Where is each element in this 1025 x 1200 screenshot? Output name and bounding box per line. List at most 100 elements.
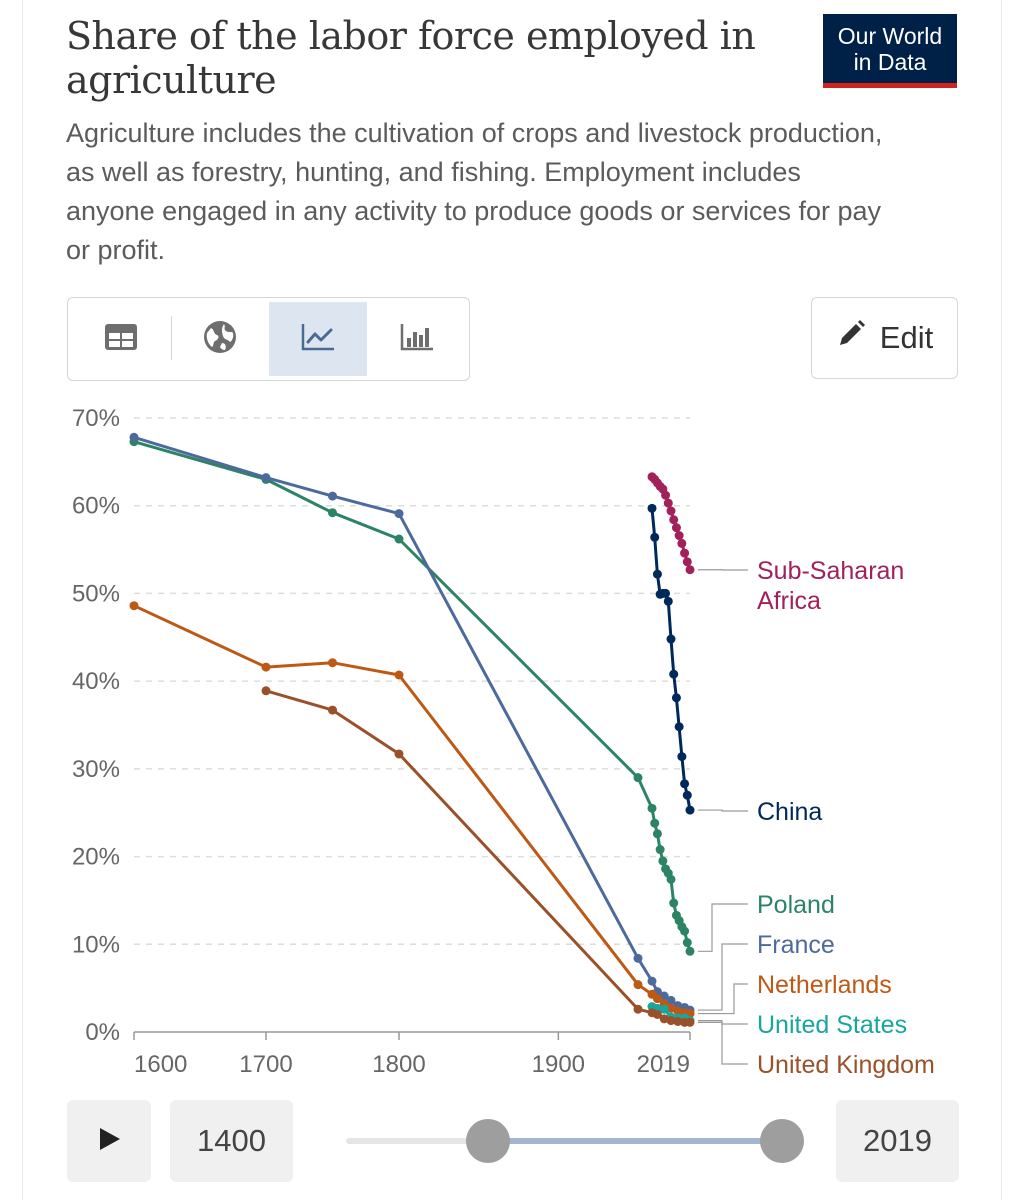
data-point [666, 634, 676, 644]
series-label: Poland [757, 891, 835, 919]
tab-bar-chart[interactable] [368, 302, 466, 376]
table-icon [104, 322, 138, 357]
data-point [669, 515, 679, 525]
data-point [685, 946, 695, 956]
data-point [633, 953, 643, 963]
data-point [328, 705, 337, 715]
data-point [663, 596, 673, 606]
end-year-box[interactable]: 2019 [836, 1100, 959, 1182]
tab-table[interactable] [72, 302, 170, 376]
data-point [677, 538, 687, 548]
x-tick-label: 2019 [637, 1051, 690, 1078]
data-point [659, 1004, 669, 1014]
data-point [685, 1017, 695, 1027]
x-tick-label: 1700 [239, 1051, 292, 1078]
data-point [673, 1016, 683, 1026]
edit-label: Edit [879, 320, 934, 355]
series-poland [129, 437, 695, 956]
data-point [685, 805, 695, 815]
chart-title: Share of the labor force employed in agr… [66, 14, 756, 102]
data-point [655, 845, 665, 855]
data-point [673, 1006, 683, 1016]
series-china [647, 503, 695, 815]
data-point [674, 531, 684, 541]
data-point [671, 693, 681, 703]
series-sub-saharan-africa [647, 472, 695, 575]
data-point [652, 829, 662, 839]
series-line [133, 435, 691, 1012]
play-button[interactable] [67, 1100, 151, 1182]
series-group [129, 432, 695, 1027]
x-tick-label: 1800 [372, 1051, 425, 1078]
data-point [394, 509, 404, 519]
x-axis: 1600 1700 1800 1900 2019 [133, 1031, 691, 1078]
data-point [650, 818, 660, 828]
data-point [129, 601, 139, 611]
data-point [328, 658, 337, 668]
x-tick-label: 1900 [532, 1051, 585, 1078]
start-year-box[interactable]: 1400 [170, 1100, 293, 1182]
series-line [133, 440, 692, 952]
y-tick-label: 70% [72, 405, 120, 432]
data-point [394, 749, 404, 759]
data-point [663, 498, 673, 508]
timeline-start-handle[interactable] [466, 1119, 510, 1163]
series-france [129, 432, 695, 1015]
data-point [682, 938, 692, 948]
data-point [680, 926, 690, 936]
data-point [685, 565, 695, 575]
data-point [661, 490, 671, 500]
data-point [652, 994, 662, 1004]
series-netherlands [129, 601, 695, 1019]
data-point [658, 856, 668, 866]
y-tick-label: 30% [72, 756, 120, 783]
chart-frame [22, 0, 1002, 1200]
data-point [633, 773, 643, 783]
y-tick-label: 20% [72, 844, 120, 871]
tab-map[interactable] [171, 302, 269, 376]
data-point [647, 503, 657, 513]
timeline-end-handle[interactable] [760, 1119, 804, 1163]
y-tick-label: 0% [85, 1019, 120, 1046]
data-point [261, 686, 271, 696]
data-point [647, 803, 657, 813]
data-point [650, 532, 660, 542]
series-label: Netherlands [757, 971, 892, 999]
data-point [261, 473, 271, 483]
data-point [652, 569, 662, 579]
series-label: Africa [757, 587, 821, 615]
label-connector [698, 903, 748, 952]
label-connector [698, 1021, 748, 1065]
owid-logo[interactable]: Our World in Data [823, 14, 957, 88]
data-point [261, 662, 271, 672]
data-point [659, 991, 669, 1001]
globe-icon [202, 319, 238, 360]
data-point [633, 980, 643, 990]
data-point [666, 995, 676, 1005]
data-point [633, 1004, 643, 1014]
tab-separator [171, 316, 172, 360]
series-line [133, 604, 691, 1016]
data-point [680, 548, 690, 558]
y-tick-label: 60% [72, 493, 120, 520]
bar-chart-icon [399, 322, 435, 357]
data-point [129, 432, 139, 442]
series-label: United States [757, 1011, 907, 1039]
label-connector [698, 943, 748, 1011]
chart-subtitle: Agriculture includes the cultivation of … [66, 118, 883, 265]
x-tick-label: 1600 [134, 1051, 187, 1078]
tab-line-chart[interactable] [269, 302, 367, 376]
y-tick-label: 10% [72, 931, 120, 958]
line-chart-icon [300, 322, 336, 357]
edit-button[interactable]: Edit [811, 297, 958, 379]
data-point [666, 1003, 676, 1013]
data-point [671, 523, 681, 533]
series-label: China [757, 798, 822, 826]
data-point [328, 491, 337, 501]
label-connector [698, 983, 748, 1015]
data-point [669, 898, 679, 908]
play-icon [95, 1125, 123, 1158]
series-united-kingdom [261, 686, 695, 1027]
timeline-track[interactable] [346, 1138, 488, 1144]
